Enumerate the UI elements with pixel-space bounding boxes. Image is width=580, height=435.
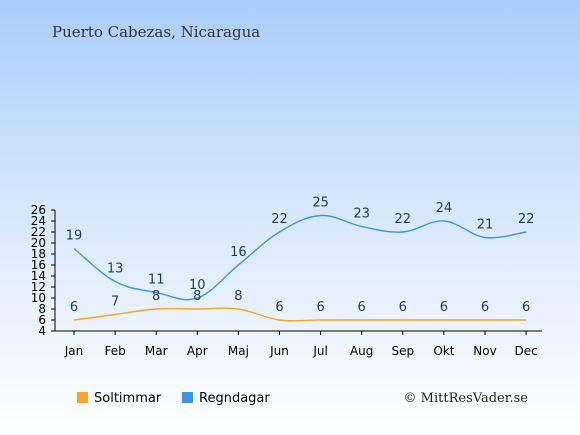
y-tick-label: 12 [31, 280, 46, 294]
x-tick-label: Jun [269, 344, 289, 358]
data-label-soltimmar: 6 [70, 300, 78, 315]
data-label-regndagar: 22 [395, 212, 412, 227]
data-label-regndagar: 16 [230, 245, 247, 260]
data-label-soltimmar: 6 [481, 300, 489, 315]
data-label-regndagar: 10 [189, 278, 206, 293]
data-label-soltimmar: 6 [316, 300, 324, 315]
data-label-soltimmar: 6 [440, 300, 448, 315]
x-tick-label: Okt [433, 344, 454, 358]
data-label-soltimmar: 6 [358, 300, 366, 315]
series-layer [73, 214, 527, 322]
data-label-soltimmar: 8 [193, 289, 201, 304]
y-tick-label: 26 [31, 203, 46, 217]
y-tick-label: 8 [38, 302, 46, 316]
data-label-regndagar: 22 [518, 212, 535, 227]
x-tick-label: Apr [187, 344, 208, 358]
copyright-text: © MittResVader.se [404, 391, 529, 406]
y-tick-label: 6 [38, 313, 46, 327]
x-tick-label: Mar [145, 344, 168, 358]
data-label-regndagar: 25 [312, 196, 329, 211]
data-label-regndagar: 19 [66, 229, 83, 244]
y-tick-label: 24 [31, 214, 46, 228]
data-labels-layer: 6 7 8 8 8 6 6 6 6 6 6 6 19 13 11 10 16 22 25 23 22 24 21 22 [66, 196, 535, 316]
data-label-soltimmar: 8 [234, 289, 242, 304]
x-tick-label: Nov [473, 344, 496, 358]
x-tick-label: Aug [350, 344, 373, 358]
x-tick-label: Dec [514, 344, 537, 358]
y-tick-label: 22 [31, 225, 46, 239]
y-tick-label: 4 [38, 324, 46, 338]
data-label-soltimmar: 6 [399, 300, 407, 315]
y-tick-label: 16 [31, 258, 46, 272]
legend-swatch-regndagar [182, 392, 193, 403]
legend-label-soltimmar: Soltimmar [94, 391, 162, 406]
x-tick-label: Feb [104, 344, 125, 358]
data-label-regndagar: 22 [271, 212, 288, 227]
data-label-soltimmar: 6 [522, 300, 530, 315]
y-tick-label: 14 [31, 269, 46, 283]
x-tick-label: Jan [64, 344, 84, 358]
y-tick-label: 18 [31, 247, 46, 261]
series-line-regndagar [73, 214, 527, 301]
data-label-regndagar: 21 [477, 218, 494, 233]
x-tick-label: Maj [228, 344, 249, 358]
x-tick-label: Sep [391, 344, 414, 358]
y-tick-label: 10 [31, 291, 46, 305]
data-label-soltimmar: 7 [111, 295, 119, 310]
data-label-regndagar: 11 [148, 273, 165, 288]
data-label-soltimmar: 6 [275, 300, 283, 315]
legend-swatch-soltimmar [77, 392, 88, 403]
data-label-regndagar: 23 [353, 207, 370, 222]
data-label-regndagar: 24 [436, 201, 453, 216]
legend: Soltimmar Regndagar [77, 391, 270, 406]
x-tick-label: Jul [312, 344, 327, 358]
data-label-regndagar: 13 [107, 262, 124, 277]
y-tick-label: 20 [31, 236, 46, 250]
data-label-soltimmar: 8 [152, 289, 160, 304]
series-line-soltimmar [73, 307, 527, 322]
chart-title: Puerto Cabezas, Nicaragua [52, 23, 260, 41]
legend-label-regndagar: Regndagar [199, 391, 270, 406]
